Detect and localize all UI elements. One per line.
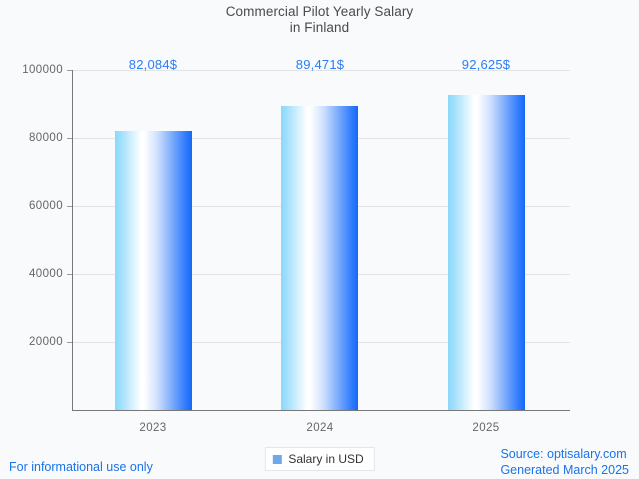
- bar-2023[interactable]: [115, 131, 192, 410]
- x-tick-label-2023: 2023: [139, 422, 167, 434]
- tick-mark: [67, 274, 72, 275]
- y-tick-label: 60000: [29, 200, 63, 212]
- y-tick-label: 20000: [29, 336, 63, 348]
- generated-date-text: Generated March 2025: [500, 463, 629, 477]
- x-axis-line: [72, 410, 570, 411]
- tick-mark: [67, 138, 72, 139]
- chart-title-line-2: in Finland: [289, 20, 350, 35]
- gridline: [73, 70, 570, 71]
- bar-value-label-2023: 82,084$: [128, 57, 178, 72]
- bar-value-label-2025: 92,625$: [461, 57, 511, 72]
- tick-mark: [67, 206, 72, 207]
- tick-mark: [67, 70, 72, 71]
- square-marker-icon: [272, 454, 282, 464]
- plot-area: 100000 80000 60000 40000 20000 82,084$ 8: [22, 57, 570, 434]
- chart-legend[interactable]: Salary in USD: [264, 447, 375, 471]
- source-attribution: Source: optisalary.com Generated March 2…: [500, 446, 629, 478]
- y-tick-label: 40000: [29, 268, 63, 280]
- x-tick-label-2025: 2025: [472, 422, 500, 434]
- source-text: Source: optisalary.com: [500, 447, 627, 461]
- chart-title-line-1: Commercial Pilot Yearly Salary: [225, 4, 414, 19]
- tick-mark: [67, 342, 72, 343]
- disclaimer-text: For informational use only: [9, 460, 153, 474]
- bar-2024[interactable]: [281, 106, 358, 410]
- x-tick-label-2024: 2024: [306, 422, 334, 434]
- y-axis-line: [72, 70, 73, 411]
- bar-2025[interactable]: [448, 95, 525, 410]
- legend-label-salary: Salary in USD: [288, 452, 364, 466]
- y-tick-label: 80000: [29, 132, 63, 144]
- y-tick-label: 100000: [22, 64, 63, 76]
- chart-title: Commercial Pilot Yearly Salary in Finlan…: [0, 4, 639, 36]
- bar-value-label-2024: 89,471$: [295, 57, 345, 72]
